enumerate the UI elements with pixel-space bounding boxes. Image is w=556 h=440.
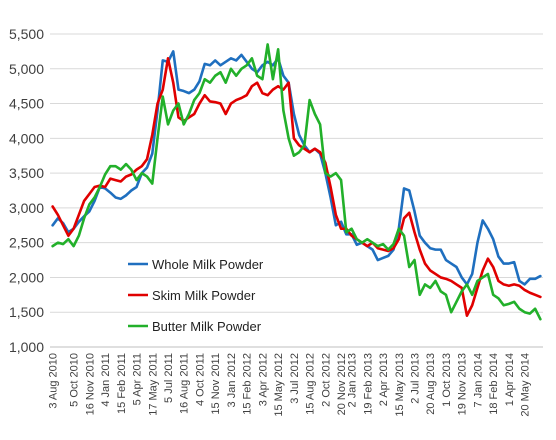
legend-label: Whole Milk Powder <box>152 257 264 272</box>
y-tick-label: 4,500 <box>9 96 44 112</box>
gridlines <box>50 33 543 313</box>
legend-label: Skim Milk Powder <box>152 288 256 303</box>
y-tick-label: 3,000 <box>9 200 44 216</box>
x-tick-label: 3 Aug 2010 <box>48 353 60 409</box>
x-axis-tick-labels: 3 Aug 2010 5 Oct 2010 16 Nov 2010 4 Jan 201… <box>48 353 532 417</box>
x-tick-label: 18 Feb 2014 <box>488 353 500 415</box>
x-tick-label: 2 Jul 2013 <box>410 353 422 404</box>
x-tick-label: 20 Nov 2012 <box>336 353 348 415</box>
x-tick-label: 1 Oct 2013 <box>441 353 453 407</box>
x-tick-label: 2 Oct 2012 <box>320 353 332 407</box>
x-tick-label: 3 Jan 2012 <box>226 353 238 407</box>
series-lines <box>51 43 542 321</box>
x-tick-label: 2 Jan 2013 <box>347 353 359 407</box>
x-tick-label: 5 Apr 2011 <box>132 353 144 405</box>
x-tick-label: 15 Aug 2012 <box>305 353 317 415</box>
x-tick-label: 19 Nov 2013 <box>457 353 469 415</box>
x-tick-label: 4 Jan 2011 <box>100 353 112 407</box>
x-tick-label: 19 Feb 2013 <box>362 353 374 415</box>
series-line-butter-milk-powder <box>51 43 542 321</box>
x-tick-label: 20 Aug 2013 <box>425 353 437 415</box>
y-tick-label: 3,500 <box>9 165 44 181</box>
x-tick-label: 3 Jul 2012 <box>289 353 301 404</box>
x-tick-label: 3 Apr 2012 <box>257 353 269 406</box>
y-tick-label: 1,000 <box>9 339 44 355</box>
x-tick-label: 16 Nov 2010 <box>84 353 96 415</box>
x-tick-label: 15 Feb 2011 <box>116 353 128 414</box>
legend-label: Butter Milk Powder <box>152 319 262 334</box>
x-tick-label: 16 Aug 2011 <box>179 353 191 414</box>
x-tick-label: 5 Oct 2010 <box>69 353 81 407</box>
x-tick-label: 7 Jan 2014 <box>472 353 484 407</box>
x-tick-label: 5 Jul 2011 <box>163 353 175 403</box>
x-tick-label: 4 Oct 2011 <box>194 353 206 406</box>
y-axis-tick-labels: 1,000 1,500 2,000 2,500 3,000 3,500 4,000 4,500… <box>9 26 44 355</box>
y-tick-label: 2,500 <box>9 235 44 251</box>
y-tick-label: 5,500 <box>9 26 44 42</box>
x-tick-label: 15 May 2012 <box>273 353 285 417</box>
legend: Whole Milk Powder Skim Milk Powder Butter … <box>128 257 264 334</box>
x-tick-label: 20 May 2014 <box>520 353 532 417</box>
x-tick-label: 2 Apr 2013 <box>378 353 390 406</box>
series-line-whole-milk-powder <box>51 50 542 286</box>
y-tick-label: 2,000 <box>9 269 44 285</box>
x-tick-label: 17 May 2011 <box>147 353 159 416</box>
x-tick-label: 15 Feb 2012 <box>242 353 254 415</box>
y-tick-label: 5,000 <box>9 61 44 77</box>
x-tick-label: 1 Apr 2014 <box>504 353 516 406</box>
x-tick-label: 15 May 2013 <box>394 353 406 417</box>
y-tick-label: 1,500 <box>9 304 44 320</box>
y-tick-label: 4,000 <box>9 130 44 146</box>
x-tick-label: 15 Nov 2011 <box>210 353 222 415</box>
